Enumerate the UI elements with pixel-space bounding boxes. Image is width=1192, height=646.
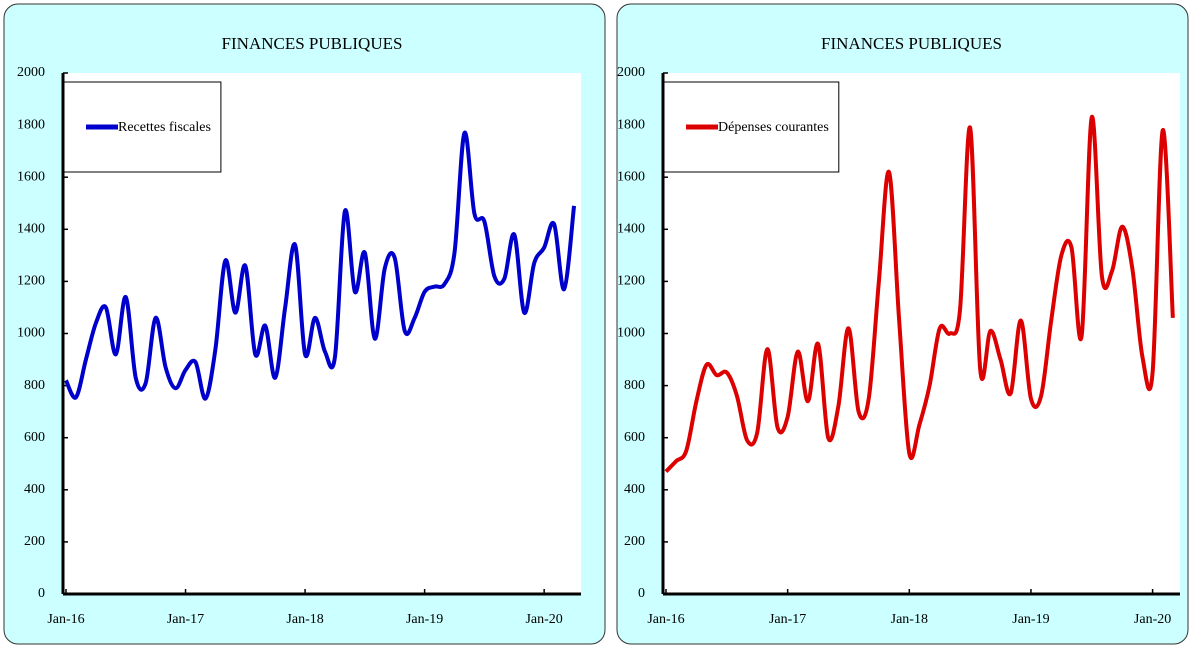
x-tick-label: Jan-16 bbox=[647, 612, 684, 627]
chart-title: FINANCES PUBLIQUES bbox=[222, 34, 403, 53]
y-tick-label: 1000 bbox=[17, 326, 45, 341]
y-tick-label: 600 bbox=[24, 430, 45, 445]
x-tick-label: Jan-19 bbox=[406, 612, 443, 627]
y-tick-label: 800 bbox=[24, 378, 45, 393]
y-tick-label: 2000 bbox=[617, 65, 645, 80]
x-tick-label: Jan-18 bbox=[286, 612, 323, 627]
y-tick-label: 1200 bbox=[617, 274, 645, 289]
x-tick-label: Jan-17 bbox=[167, 612, 204, 627]
series-line bbox=[664, 115, 1175, 473]
y-tick-label: 200 bbox=[24, 534, 45, 549]
legend-label: Dépenses courantes bbox=[718, 120, 829, 135]
x-tick-label: Jan-18 bbox=[891, 612, 928, 627]
x-tick-label: Jan-17 bbox=[769, 612, 806, 627]
y-tick-label: 1800 bbox=[617, 117, 645, 132]
y-tick-label: 1200 bbox=[17, 274, 45, 289]
x-tick-label: Jan-16 bbox=[47, 612, 84, 627]
chart-title: FINANCES PUBLIQUES bbox=[821, 34, 1002, 53]
y-tick-label: 800 bbox=[624, 378, 645, 393]
x-tick-label: Jan-20 bbox=[525, 612, 562, 627]
x-tick-label: Jan-20 bbox=[1134, 612, 1171, 627]
y-tick-label: 2000 bbox=[17, 65, 45, 80]
series-line bbox=[64, 130, 577, 401]
y-tick-label: 600 bbox=[624, 430, 645, 445]
y-tick-label: 200 bbox=[624, 534, 645, 549]
y-tick-label: 1600 bbox=[17, 169, 45, 184]
x-tick-label: Jan-19 bbox=[1012, 612, 1049, 627]
y-tick-label: 1800 bbox=[17, 117, 45, 132]
y-tick-label: 1400 bbox=[617, 222, 645, 237]
y-tick-label: 1000 bbox=[617, 326, 645, 341]
y-tick-label: 1600 bbox=[617, 169, 645, 184]
y-tick-label: 400 bbox=[24, 482, 45, 497]
y-tick-label: 1400 bbox=[17, 222, 45, 237]
y-tick-label: 400 bbox=[624, 482, 645, 497]
y-tick-label: 0 bbox=[38, 586, 45, 601]
legend-label: Recettes fiscales bbox=[118, 120, 211, 135]
y-tick-label: 0 bbox=[638, 586, 645, 601]
